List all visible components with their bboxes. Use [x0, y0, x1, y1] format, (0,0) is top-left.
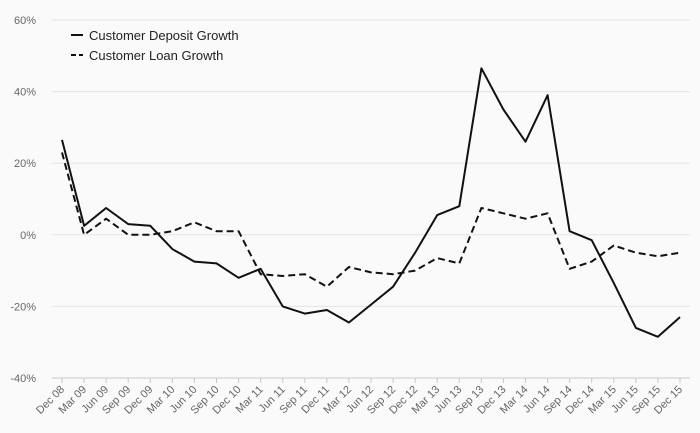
y-tick-label: 60% [14, 15, 36, 27]
y-tick-label: 40% [14, 87, 36, 99]
y-tick-label: -20% [10, 301, 36, 313]
y-tick-label: -40% [10, 373, 36, 385]
plot-area [61, 67, 681, 338]
series-line-deposit-growth [61, 67, 681, 338]
legend: Customer Deposit Growth Customer Loan Gr… [71, 28, 239, 63]
gridlines [52, 19, 690, 379]
y-axis: 60% 40% 20% 0% -20% -40% [10, 15, 36, 385]
legend-label-loan: Customer Loan Growth [89, 48, 223, 63]
series-line-loan-growth [61, 152, 681, 288]
y-tick-label: 0% [20, 230, 36, 242]
legend-label-deposit: Customer Deposit Growth [89, 28, 239, 43]
y-tick-label: 20% [14, 158, 36, 170]
